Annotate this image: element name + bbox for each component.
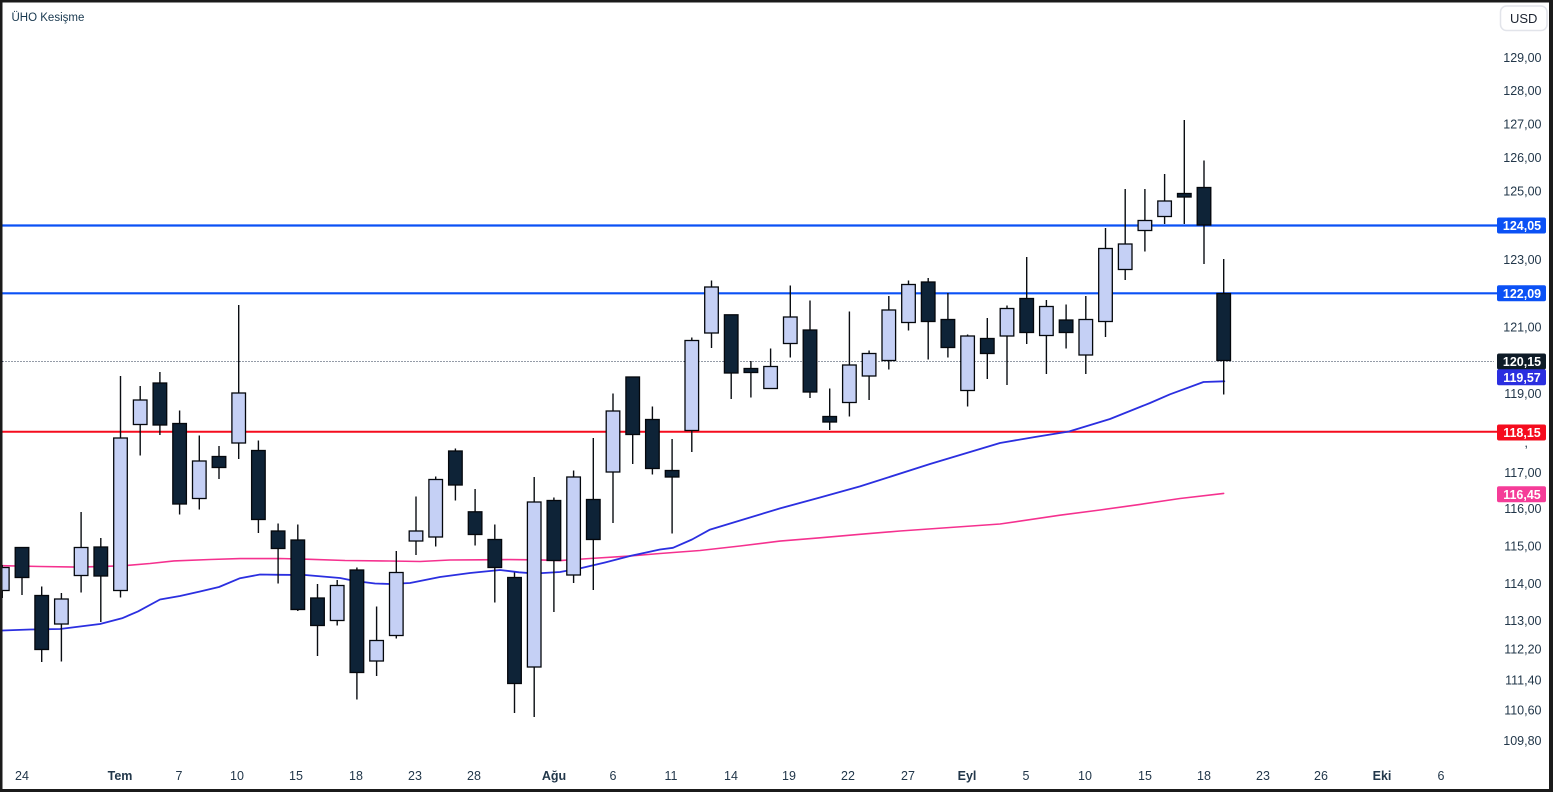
svg-text:121,00: 121,00 <box>1503 321 1541 335</box>
svg-text:112,20: 112,20 <box>1504 643 1541 657</box>
svg-text:23: 23 <box>408 769 422 783</box>
svg-text:11: 11 <box>665 769 678 783</box>
svg-text:116,00: 116,00 <box>1504 502 1541 516</box>
svg-text:122,09: 122,09 <box>1503 287 1541 301</box>
svg-text:18: 18 <box>349 769 363 783</box>
svg-text:,: , <box>1524 435 1528 450</box>
svg-text:15: 15 <box>289 769 303 783</box>
svg-text:Eki: Eki <box>1373 769 1392 783</box>
svg-text:15: 15 <box>1138 769 1152 783</box>
svg-text:119,00: 119,00 <box>1504 387 1541 401</box>
svg-text:23: 23 <box>1256 769 1270 783</box>
svg-text:24: 24 <box>15 769 29 783</box>
svg-text:126,00: 126,00 <box>1503 151 1541 165</box>
svg-text:128,00: 128,00 <box>1503 84 1541 98</box>
svg-text:22: 22 <box>841 769 855 783</box>
svg-text:18: 18 <box>1197 769 1211 783</box>
svg-text:109,80: 109,80 <box>1503 734 1541 748</box>
svg-text:6: 6 <box>1438 769 1445 783</box>
svg-text:114,00: 114,00 <box>1504 577 1541 591</box>
svg-text:111,40: 111,40 <box>1505 674 1541 688</box>
svg-text:116,45: 116,45 <box>1503 488 1541 502</box>
svg-text:117,00: 117,00 <box>1504 466 1541 480</box>
svg-text:7: 7 <box>176 769 183 783</box>
svg-text:26: 26 <box>1314 769 1328 783</box>
svg-text:Eyl: Eyl <box>958 769 977 783</box>
svg-text:129,00: 129,00 <box>1503 51 1541 65</box>
svg-text:118,15: 118,15 <box>1503 426 1541 440</box>
svg-text:19: 19 <box>782 769 796 783</box>
svg-text:USD: USD <box>1510 11 1537 26</box>
svg-text:Ağu: Ağu <box>542 769 566 783</box>
svg-text:5: 5 <box>1023 769 1030 783</box>
svg-text:127,00: 127,00 <box>1503 117 1541 131</box>
svg-text:28: 28 <box>467 769 481 783</box>
svg-text:125,00: 125,00 <box>1503 184 1541 198</box>
svg-text:110,60: 110,60 <box>1504 704 1541 718</box>
svg-text:123,00: 123,00 <box>1503 253 1541 267</box>
svg-text:120,15: 120,15 <box>1503 355 1541 369</box>
svg-text:6: 6 <box>610 769 617 783</box>
svg-text:119,57: 119,57 <box>1503 371 1541 385</box>
svg-text:113,00: 113,00 <box>1504 614 1541 628</box>
svg-text:115,00: 115,00 <box>1504 540 1541 554</box>
svg-text:Tem: Tem <box>108 769 133 783</box>
svg-text:ÜHO Kesişme: ÜHO Kesişme <box>12 12 85 24</box>
svg-text:10: 10 <box>230 769 244 783</box>
svg-text:14: 14 <box>724 769 738 783</box>
svg-text:27: 27 <box>901 769 915 783</box>
svg-text:10: 10 <box>1078 769 1092 783</box>
svg-text:124,05: 124,05 <box>1503 219 1541 233</box>
